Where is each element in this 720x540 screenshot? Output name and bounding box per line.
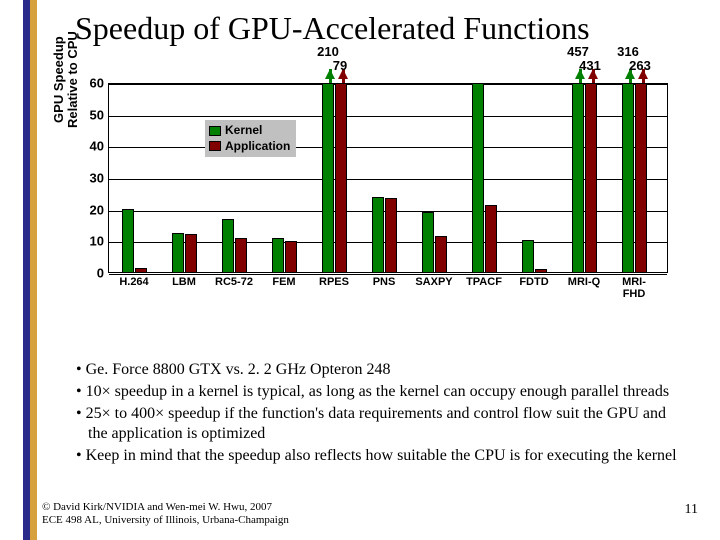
legend-item-kernel: Kernel (209, 123, 290, 139)
speedup-chart: GPU SpeedupRelative to CPU H.264LBMRC5-7… (60, 48, 680, 338)
overflow-value: 79 (333, 58, 347, 73)
overflow-value: 431 (579, 58, 601, 73)
bars-layer (108, 83, 668, 273)
overflow-value: 457 (567, 44, 589, 59)
x-tick-label: TPACF (462, 276, 506, 288)
bar-application (635, 83, 647, 273)
overflow-value: 263 (629, 58, 651, 73)
page-number: 11 (685, 502, 698, 518)
y-tick-label: 60 (78, 76, 104, 91)
bar-application (335, 83, 347, 273)
bar-application (535, 269, 547, 273)
bullet-list: Ge. Force 8800 GTX vs. 2. 2 GHz Opteron … (60, 360, 680, 468)
y-tick-label: 10 (78, 234, 104, 249)
bar-application (235, 238, 247, 273)
x-tick-label: SAXPY (412, 276, 456, 288)
x-tick-label: FEM (262, 276, 306, 288)
gridline (109, 274, 667, 275)
bullet-item: Keep in mind that the speedup also refle… (76, 446, 680, 466)
overflow-value: 210 (317, 44, 339, 59)
bar-kernel (472, 83, 484, 273)
y-tick-label: 0 (78, 266, 104, 281)
x-tick-label: FDTD (512, 276, 556, 288)
bar-kernel (572, 83, 584, 273)
bar-application (435, 236, 447, 273)
x-tick-label: PNS (362, 276, 406, 288)
rail-gold (30, 0, 37, 540)
y-tick-label: 50 (78, 107, 104, 122)
x-tick-label: RPES (312, 276, 356, 288)
footer-line-1: © David Kirk/NVIDIA and Wen-mei W. Hwu, … (42, 501, 289, 515)
legend-swatch-application (209, 141, 221, 151)
bar-application (135, 268, 147, 273)
x-tick-label: MRI-Q (562, 276, 606, 288)
x-tick-label: RC5-72 (212, 276, 256, 288)
bar-kernel (122, 209, 134, 273)
bar-kernel (622, 83, 634, 273)
footer: © David Kirk/NVIDIA and Wen-mei W. Hwu, … (42, 501, 289, 529)
legend-swatch-kernel (209, 126, 221, 136)
page-title: Speedup of GPU-Accelerated Functions (75, 10, 590, 47)
overflow-value: 316 (617, 44, 639, 59)
left-rail (23, 0, 37, 540)
bar-application (185, 234, 197, 273)
rail-blue (23, 0, 30, 540)
slide-page: Speedup of GPU-Accelerated Functions GPU… (0, 0, 720, 540)
bar-application (485, 205, 497, 273)
legend-label-application: Application (225, 139, 290, 155)
bar-application (585, 83, 597, 273)
bar-kernel (172, 233, 184, 273)
bullet-item: Ge. Force 8800 GTX vs. 2. 2 GHz Opteron … (76, 360, 680, 380)
bar-application (385, 198, 397, 273)
bar-kernel (522, 240, 534, 273)
bar-kernel (372, 197, 384, 273)
bullet-item: 10× speedup in a kernel is typical, as l… (76, 382, 680, 402)
legend-item-application: Application (209, 139, 290, 155)
y-tick-label: 20 (78, 202, 104, 217)
y-tick-label: 30 (78, 171, 104, 186)
x-tick-label: H.264 (112, 276, 156, 288)
y-axis-label: GPU SpeedupRelative to CPU (52, 31, 81, 128)
x-tick-label: MRI-FHD (612, 276, 656, 300)
y-tick-label: 40 (78, 139, 104, 154)
bullet-item: 25× to 400× speedup if the function's da… (76, 404, 680, 444)
footer-line-2: ECE 498 AL, University of Illinois, Urba… (42, 514, 289, 528)
bar-kernel (272, 238, 284, 273)
bar-kernel (322, 83, 334, 273)
bar-kernel (422, 212, 434, 273)
legend: Kernel Application (205, 120, 296, 157)
bar-application (285, 241, 297, 273)
legend-label-kernel: Kernel (225, 123, 262, 139)
x-tick-label: LBM (162, 276, 206, 288)
bar-kernel (222, 219, 234, 273)
